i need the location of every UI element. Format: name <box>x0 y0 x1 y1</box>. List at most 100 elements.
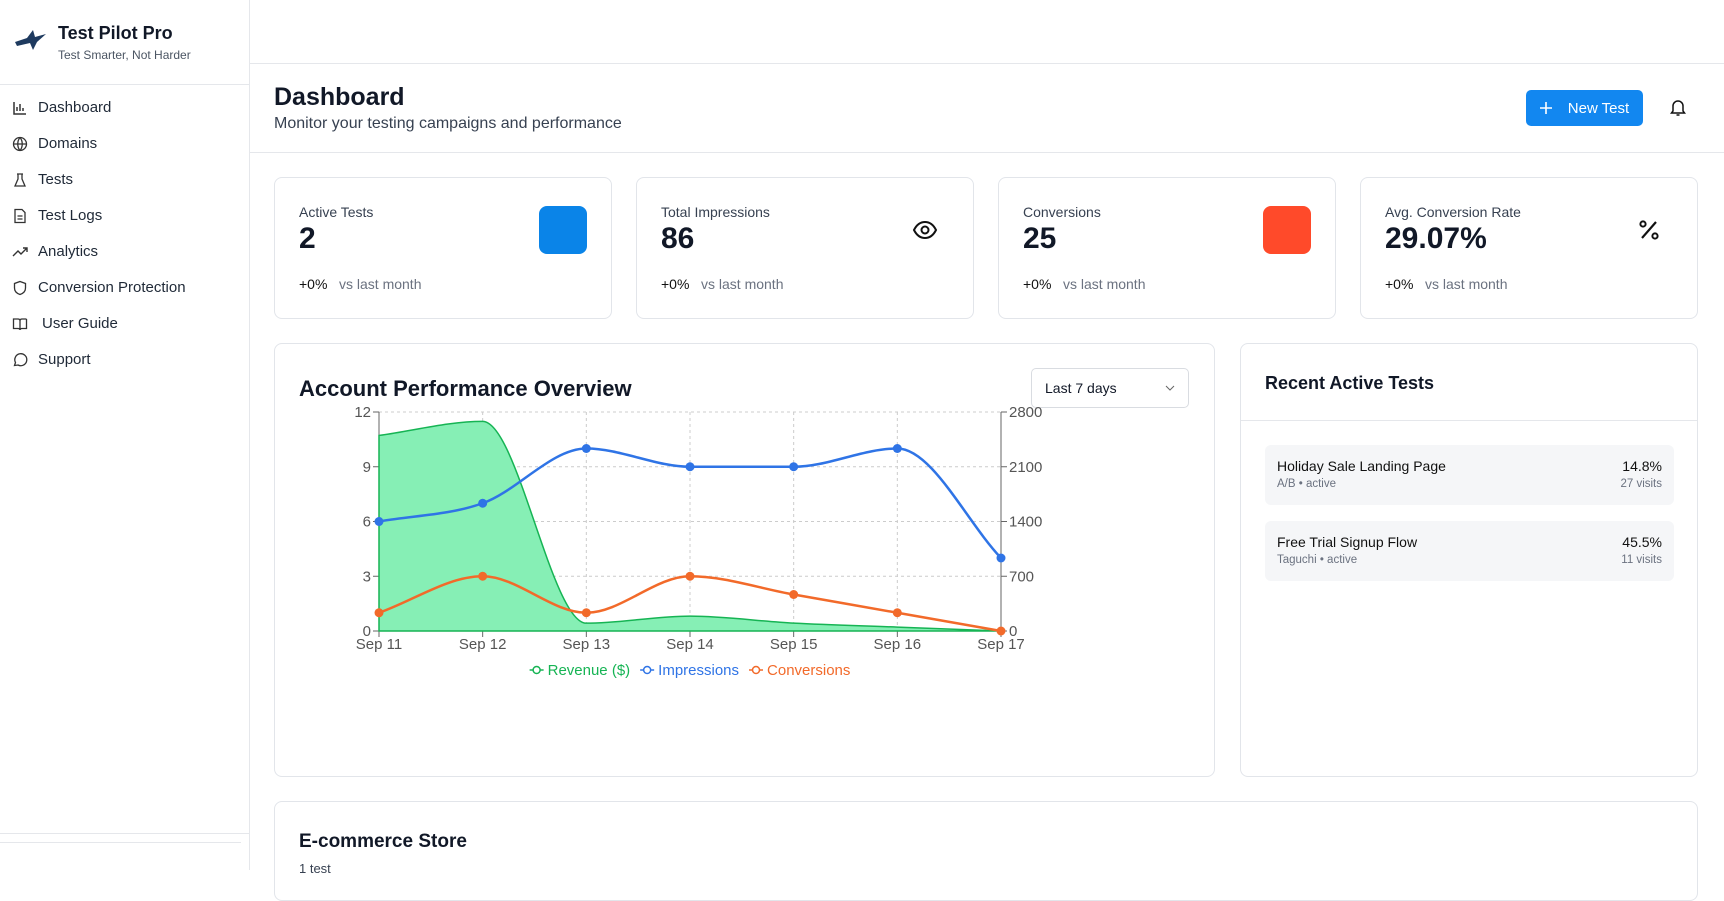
nav-item[interactable]: Test Logs <box>12 207 102 224</box>
stat-card: Total Impressions 86 +0% vs last month <box>636 177 974 319</box>
legend-label: Impressions <box>658 662 739 679</box>
stat-card: Conversions 25 +0% vs last month <box>998 177 1336 319</box>
area <box>378 420 1002 632</box>
point <box>892 608 902 618</box>
legend-swatch <box>642 665 652 675</box>
point <box>581 608 591 618</box>
stat-card: Avg. Conversion Rate 29.07% +0% vs last mon… <box>1360 177 1698 319</box>
stat-icon <box>912 220 938 240</box>
recent-tests-card: Recent Active Tests Holiday Sale Landing… <box>1240 343 1698 777</box>
x-tick-label: Sep 16 <box>874 636 922 653</box>
test-item[interactable]: Holiday Sale Landing Page A/B • active 14.… <box>1265 445 1674 505</box>
stat-change: +0% <box>1385 276 1414 292</box>
nav-item[interactable]: Domains <box>12 135 97 152</box>
nav-label: Tests <box>38 171 74 188</box>
stat-icon <box>1263 206 1311 254</box>
x-tick-label: Sep 11 <box>356 636 402 653</box>
plus-icon <box>1539 102 1552 114</box>
y2-tick-label: 0 <box>1009 623 1017 640</box>
y-tick-label: 0 <box>363 623 371 640</box>
y-tick-label: 9 <box>363 459 371 476</box>
stat-label: Conversions <box>1023 204 1101 220</box>
chart-card: Account Performance Overview Last 7 days… <box>274 343 1215 777</box>
stat-note: vs last month <box>701 276 784 292</box>
x-tick-label: Sep 14 <box>666 636 714 653</box>
card-title: Recent Active Tests <box>1265 373 1435 393</box>
point <box>685 571 695 581</box>
point <box>374 608 384 618</box>
nav-item[interactable]: Tests <box>12 171 73 188</box>
page-title: Dashboard <box>274 83 405 111</box>
store-subtitle: 1 test <box>299 861 331 876</box>
stat-note: vs last month <box>1063 276 1146 292</box>
x-tick-label: Sep 13 <box>563 636 611 653</box>
test-rate: 45.5% <box>1622 534 1662 550</box>
nav-item[interactable]: User Guide <box>12 315 118 332</box>
stat-icon <box>1639 220 1659 240</box>
nav-item[interactable]: Conversion Protection <box>12 279 186 296</box>
test-visits: 11 visits <box>1621 554 1662 566</box>
nav-label: Domains <box>38 135 98 152</box>
point <box>789 462 799 472</box>
stat-change: +0% <box>661 276 690 292</box>
nav-item[interactable]: Analytics <box>12 243 98 260</box>
point <box>374 517 384 526</box>
stat-card: Active Tests 2 +0% vs last month <box>274 177 612 319</box>
range-select[interactable]: Last 7 days <box>1031 368 1189 408</box>
y2-tick-label: 2100 <box>1009 459 1042 476</box>
nav-item[interactable]: Support <box>12 351 91 368</box>
top-bar <box>250 0 1724 64</box>
nav-item[interactable]: Dashboard <box>12 99 111 116</box>
stat-note: vs last month <box>339 276 422 292</box>
stat-label: Avg. Conversion Rate <box>1385 204 1521 220</box>
new-test-button[interactable]: New Test <box>1526 90 1643 126</box>
x-tick-label: Sep 15 <box>770 636 818 653</box>
test-meta: Taguchi • active <box>1277 554 1358 566</box>
point <box>478 571 488 581</box>
point <box>996 626 1006 636</box>
y2-tick-label: 2800 <box>1009 404 1042 421</box>
legend-label: Revenue ($) <box>548 662 631 679</box>
stat-value: 29.07% <box>1385 222 1487 255</box>
nav-label: Test Logs <box>38 207 103 224</box>
point <box>892 444 902 453</box>
divider <box>1241 420 1697 421</box>
stat-value: 86 <box>661 222 695 255</box>
nav-label: Analytics <box>38 243 99 260</box>
legend-label: Conversions <box>767 662 850 679</box>
sidebar: Test Pilot Pro Test Smarter, Not Harder … <box>0 0 250 870</box>
bell-icon[interactable] <box>1670 99 1686 117</box>
chart-title: Account Performance Overview <box>299 376 632 401</box>
nav-label: Support <box>38 351 91 368</box>
stat-value: 25 <box>1023 222 1057 255</box>
divider <box>0 842 241 843</box>
page-header: Dashboard Monitor your testing campaigns… <box>250 63 1724 153</box>
point <box>996 553 1006 563</box>
nav-label: Dashboard <box>38 99 112 116</box>
stat-label: Total Impressions <box>661 204 770 220</box>
x-tick-label: Sep 12 <box>459 636 507 653</box>
point <box>789 590 799 599</box>
point <box>685 462 695 472</box>
stat-note: vs last month <box>1425 276 1508 292</box>
stat-label: Active Tests <box>299 204 374 220</box>
range-label: Last 7 days <box>1045 380 1117 396</box>
nav-label: User Guide <box>42 315 118 332</box>
test-item[interactable]: Free Trial Signup Flow Taguchi • active 45… <box>1265 521 1674 581</box>
stat-value: 2 <box>299 222 316 255</box>
stat-icon <box>539 206 587 254</box>
x-tick-label: Sep 17 <box>977 636 1025 653</box>
y-tick-label: 12 <box>354 404 371 421</box>
legend-swatch <box>532 665 541 675</box>
legend: Revenue ($) Impressions Conversions <box>529 662 850 679</box>
logo <box>15 30 46 50</box>
y2-tick-label: 1400 <box>1009 514 1042 531</box>
button-label: New Test <box>1567 99 1630 117</box>
y2-tick-label: 700 <box>1009 568 1034 585</box>
legend-swatch <box>751 665 761 675</box>
brand-name: Test Pilot Pro <box>58 23 173 43</box>
store-title: E-commerce Store <box>299 831 467 852</box>
chevron <box>1165 385 1175 391</box>
test-rate: 14.8% <box>1622 458 1662 474</box>
page-subtitle: Monitor your testing campaigns and perfo… <box>274 115 622 132</box>
